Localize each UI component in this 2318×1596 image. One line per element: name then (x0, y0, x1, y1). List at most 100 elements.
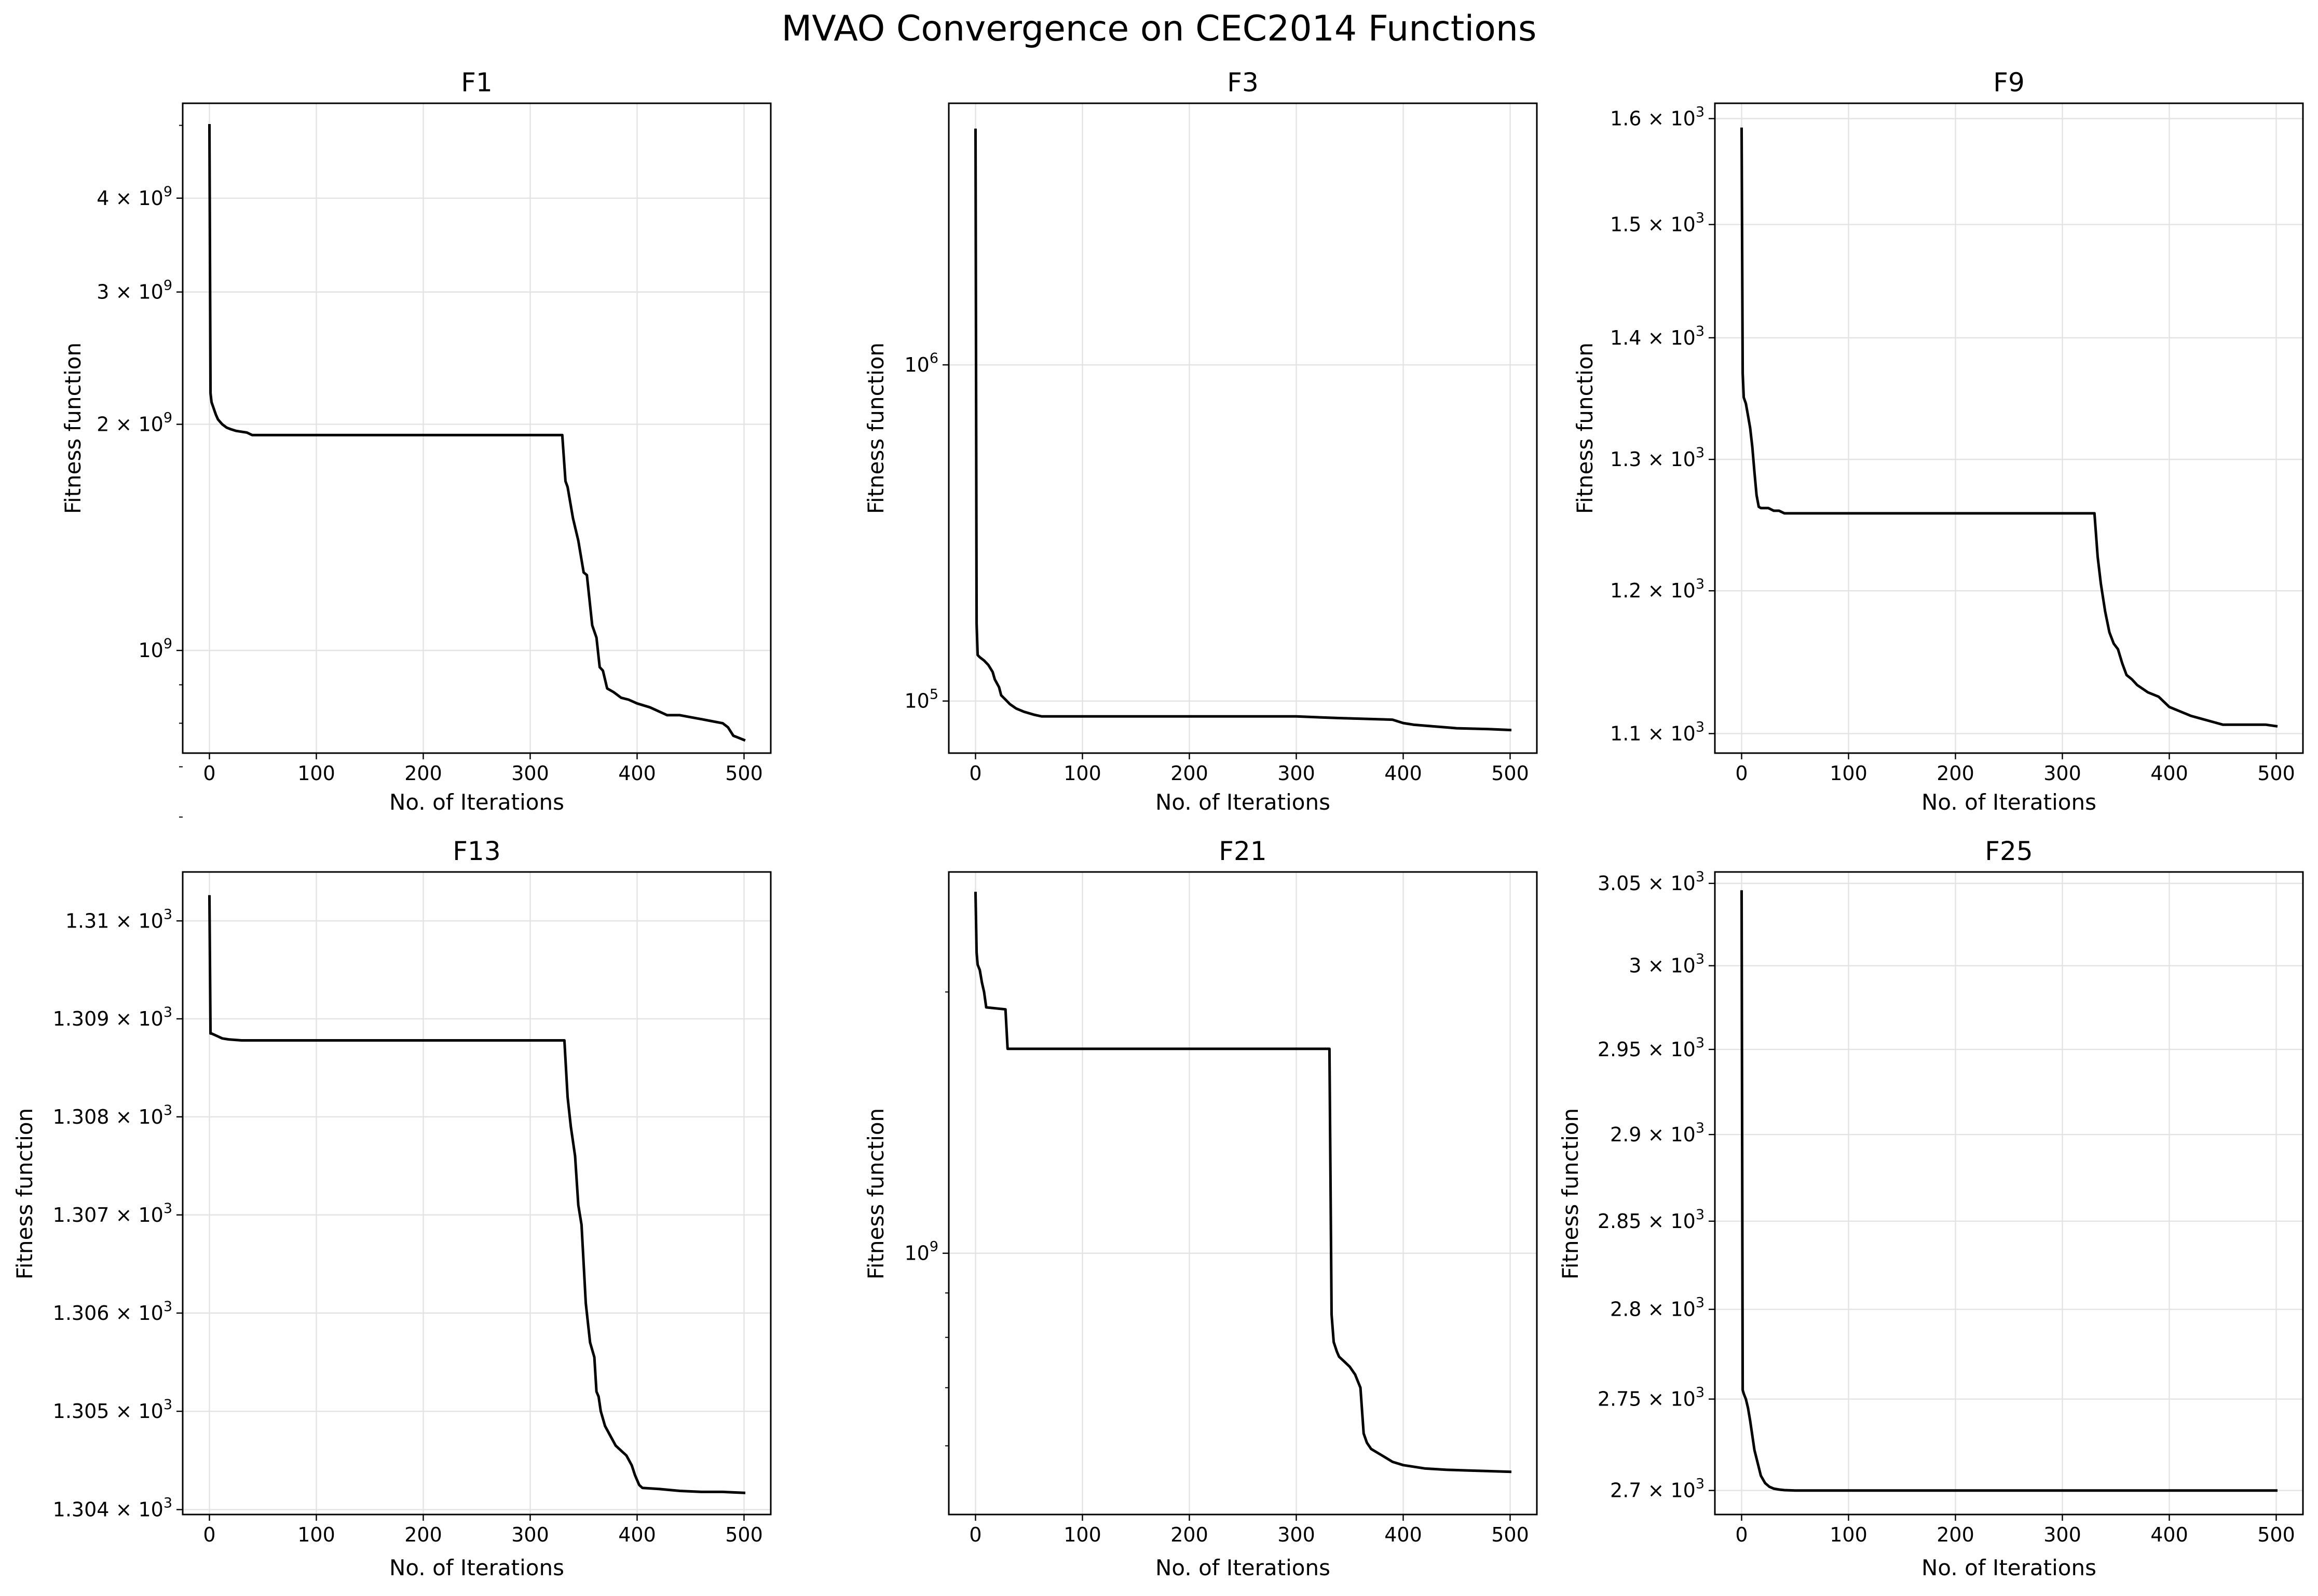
y-tick-label: 1.3 × 103 (1610, 445, 1705, 471)
y-tick-label: 3 × 103 (1629, 951, 1705, 977)
x-tick-label: 400 (2150, 762, 2188, 785)
x-axis-label: No. of Iterations (1921, 789, 2096, 815)
y-tick-label: 105 (904, 687, 938, 713)
y-tick-label: 2.8 × 103 (1610, 1295, 1705, 1321)
x-tick-label: 500 (1491, 1523, 1529, 1546)
y-tick-label: 4 × 109 (97, 184, 172, 210)
x-tick-label: 500 (2257, 762, 2295, 785)
x-axis-label: No. of Iterations (1155, 789, 1330, 815)
x-tick-label: 400 (618, 762, 656, 785)
y-tick-label: 1.5 × 103 (1610, 210, 1705, 236)
x-tick-label: 400 (2150, 1523, 2188, 1546)
plot-frame (948, 871, 1538, 1516)
subplot-title: F9 (1993, 67, 2025, 98)
fitness-convergence-line (208, 124, 746, 742)
y-axis-label: Fitness function (12, 1108, 37, 1279)
x-tick-label: 300 (1277, 762, 1315, 785)
y-axis-label: Fitness function (1572, 343, 1598, 514)
x-axis-label: No. of Iterations (1921, 1555, 2096, 1580)
y-tick-label: 1.31 × 103 (65, 906, 172, 932)
y-tick-label: 109 (138, 636, 172, 662)
y-tick-label: 1.307 × 103 (53, 1201, 172, 1226)
plot-frame (182, 871, 772, 1516)
x-axis-label: No. of Iterations (389, 789, 564, 815)
x-tick-label: 500 (1491, 762, 1529, 785)
fitness-convergence-line (1740, 127, 2278, 728)
y-tick-label: 2.7 × 103 (1610, 1476, 1705, 1502)
x-tick-label: 400 (1384, 762, 1422, 785)
y-tick-label: 1.306 × 103 (53, 1299, 172, 1325)
fitness-convergence-line (974, 892, 1512, 1474)
y-tick-label: 3 × 109 (97, 278, 172, 304)
y-axis-label: Fitness function (1558, 1108, 1583, 1279)
x-tick-label: 300 (511, 1523, 549, 1546)
y-tick-label: 109 (904, 1239, 938, 1265)
x-tick-label: 0 (969, 1523, 981, 1546)
y-axis-label: Fitness function (863, 343, 889, 514)
x-tick-label: 500 (725, 1523, 763, 1546)
y-tick-label: 1.305 × 103 (53, 1397, 172, 1423)
subplot-title: F1 (461, 67, 493, 98)
subplot-title: F21 (1219, 836, 1266, 866)
x-tick-label: 500 (2257, 1523, 2295, 1546)
y-tick-label: 1.304 × 103 (53, 1495, 172, 1521)
subplot-f25: F25 No. of Iterations Fitness function 0… (1558, 836, 2304, 1580)
subplot-f1: F1 No. of Iterations Fitness function 0 1… (60, 67, 772, 818)
plot-frame (1714, 102, 2304, 754)
x-tick-label: 200 (1937, 762, 1974, 785)
x-tick-label: 200 (404, 762, 442, 785)
x-tick-label: 400 (1384, 1523, 1422, 1546)
subplot-f13: F13 No. of Iterations Fitness function 0… (12, 836, 772, 1580)
fitness-convergence-line (974, 128, 1512, 732)
y-tick-label: 2.85 × 103 (1598, 1207, 1705, 1233)
subplot-f9: F9 No. of Iterations Fitness function 0 1… (1572, 67, 2304, 815)
x-tick-label: 100 (297, 762, 335, 785)
y-tick-label: 1.6 × 103 (1610, 104, 1705, 130)
x-tick-label: 100 (1063, 762, 1101, 785)
y-tick-label: 1.308 × 103 (53, 1102, 172, 1128)
subplot-title: F3 (1227, 67, 1259, 98)
y-tick-label: 2.75 × 103 (1598, 1385, 1705, 1411)
plot-frame (1714, 871, 2304, 1516)
x-tick-label: 200 (404, 1523, 442, 1546)
y-tick-label: 3.05 × 103 (1598, 869, 1705, 895)
x-tick-label: 300 (511, 762, 549, 785)
x-axis-label: No. of Iterations (1155, 1555, 1330, 1580)
y-axis-label: Fitness function (863, 1108, 889, 1279)
x-tick-label: 200 (1937, 1523, 1974, 1546)
subplot-title: F25 (1985, 836, 2033, 866)
fitness-convergence-line (1740, 890, 2278, 1492)
figure-title: MVAO Convergence on CEC2014 Functions (782, 8, 1537, 49)
x-tick-label: 100 (1063, 1523, 1101, 1546)
x-tick-label: 0 (969, 762, 981, 785)
plot-frame (948, 102, 1538, 754)
x-tick-label: 200 (1170, 762, 1208, 785)
y-tick-label: 2 × 109 (97, 410, 172, 435)
subplot-f21: F21 No. of Iterations Fitness function 0… (863, 836, 1538, 1580)
y-tick-label: 1.309 × 103 (53, 1004, 172, 1030)
x-tick-label: 300 (2043, 762, 2081, 785)
x-tick-label: 0 (203, 1523, 215, 1546)
plot-frame (182, 102, 772, 754)
y-tick-label: 1.2 × 103 (1610, 576, 1705, 602)
subplot-f3: F3 No. of Iterations Fitness function 0 1… (863, 67, 1538, 815)
x-tick-label: 100 (1830, 762, 1867, 785)
x-tick-label: 300 (1277, 1523, 1315, 1546)
x-tick-label: 400 (618, 1523, 656, 1546)
y-tick-label: 2.9 × 103 (1610, 1120, 1705, 1146)
x-tick-label: 200 (1170, 1523, 1208, 1546)
subplot-title: F13 (453, 836, 500, 866)
x-axis-label: No. of Iterations (389, 1555, 564, 1580)
x-tick-label: 100 (297, 1523, 335, 1546)
y-tick-label: 1.4 × 103 (1610, 323, 1705, 349)
y-axis-label: Fitness function (60, 343, 86, 514)
x-tick-label: 0 (203, 762, 215, 785)
x-tick-label: 500 (725, 762, 763, 785)
fitness-convergence-line (208, 895, 746, 1494)
x-tick-label: 300 (2043, 1523, 2081, 1546)
x-tick-label: 100 (1830, 1523, 1867, 1546)
y-tick-label: 1.1 × 103 (1610, 719, 1705, 745)
y-tick-label: 2.95 × 103 (1598, 1035, 1705, 1061)
